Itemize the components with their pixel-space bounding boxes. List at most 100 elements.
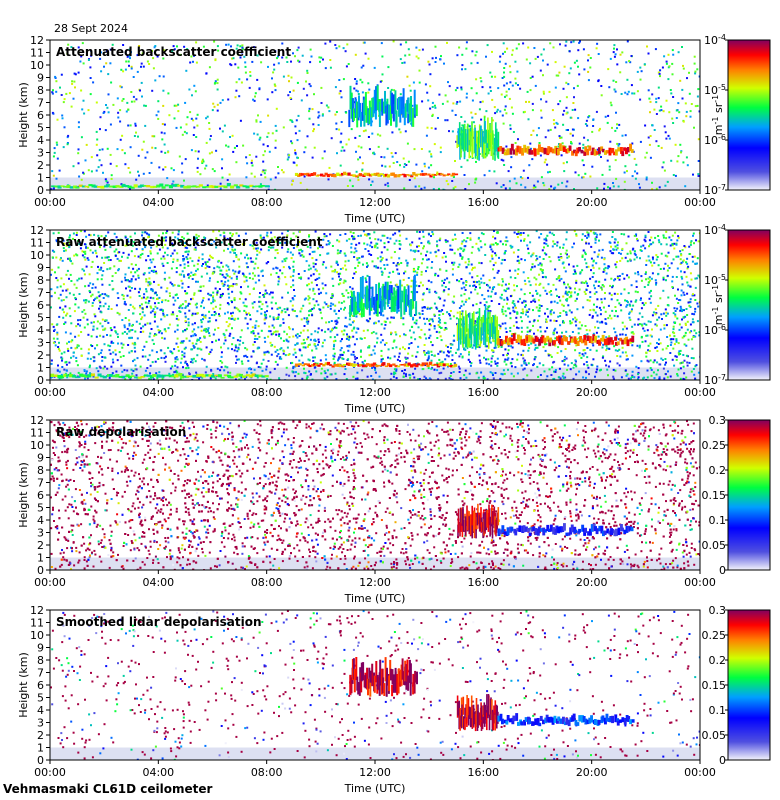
noise-pixel: [103, 65, 105, 68]
noise-pixel: [312, 298, 315, 301]
noise-pixel: [478, 354, 481, 357]
noise-pixel: [95, 143, 98, 146]
cloud-feature-cell: [474, 127, 476, 153]
noise-pixel: [532, 309, 534, 312]
noise-pixel: [698, 334, 700, 337]
noise-pixel: [218, 230, 221, 233]
noise-pixel: [612, 185, 615, 188]
noise-pixel: [380, 358, 383, 361]
noise-pixel: [59, 293, 62, 296]
noise-pixel: [589, 230, 592, 233]
noise-pixel: [430, 155, 433, 158]
noise-pixel: [472, 284, 474, 287]
noise-pixel: [197, 280, 199, 283]
noise-pixel: [356, 327, 359, 330]
noise-pixel: [399, 335, 401, 338]
noise-pixel: [624, 165, 627, 168]
noise-pixel: [389, 281, 392, 284]
noise-pixel: [682, 120, 685, 123]
noise-pixel: [195, 233, 198, 236]
noise-pixel: [56, 323, 59, 326]
noise-pixel: [680, 294, 683, 297]
noise-pixel: [129, 377, 132, 380]
noise-pixel: [646, 45, 648, 48]
noise-pixel: [209, 351, 212, 354]
noise-pixel: [334, 44, 337, 46]
noise-pixel: [52, 155, 55, 158]
noise-pixel: [499, 336, 501, 338]
noise-pixel: [572, 40, 575, 43]
noise-pixel: [664, 254, 667, 257]
noise-pixel: [479, 77, 482, 79]
noise-pixel: [495, 182, 498, 185]
noise-pixel: [617, 276, 620, 279]
noise-pixel: [227, 43, 230, 46]
noise-pixel: [252, 241, 255, 244]
noise-pixel: [134, 271, 137, 274]
noise-pixel: [326, 252, 329, 255]
noise-pixel: [258, 138, 261, 141]
noise-pixel: [439, 58, 441, 61]
noise-pixel: [680, 326, 683, 329]
noise-pixel: [216, 103, 219, 106]
noise-pixel: [366, 264, 369, 267]
noise-pixel: [608, 168, 611, 171]
noise-pixel: [60, 277, 63, 280]
noise-pixel: [498, 60, 501, 63]
noise-pixel: [430, 359, 433, 362]
noise-pixel: [569, 291, 572, 294]
noise-pixel: [438, 358, 441, 361]
noise-pixel: [127, 60, 130, 63]
noise-pixel: [463, 239, 466, 242]
noise-pixel: [418, 231, 421, 233]
cloud-feature-cell: [491, 130, 494, 143]
noise-pixel: [99, 322, 102, 325]
cloud-feature-cell: [127, 185, 132, 189]
noise-pixel: [376, 246, 379, 249]
noise-pixel: [679, 305, 682, 308]
noise-pixel: [297, 273, 300, 275]
noise-pixel: [552, 234, 555, 236]
noise-pixel: [256, 253, 259, 256]
noise-pixel: [216, 109, 219, 112]
noise-pixel: [667, 251, 670, 254]
noise-pixel: [260, 61, 263, 64]
cloud-feature-cell: [440, 173, 444, 175]
noise-pixel: [665, 99, 668, 102]
noise-pixel: [353, 87, 356, 90]
noise-pixel: [629, 304, 632, 307]
noise-pixel: [60, 94, 63, 96]
noise-pixel: [459, 353, 462, 356]
noise-pixel: [254, 281, 257, 284]
noise-pixel: [315, 284, 318, 287]
noise-pixel: [287, 74, 290, 77]
noise-pixel: [544, 136, 547, 139]
cloud-feature-cell: [310, 173, 314, 176]
noise-pixel: [405, 164, 408, 166]
noise-pixel: [468, 353, 470, 356]
noise-pixel: [269, 378, 272, 380]
noise-pixel: [107, 93, 110, 96]
noise-pixel: [621, 321, 624, 324]
noise-pixel: [141, 52, 144, 55]
noise-pixel: [75, 231, 78, 234]
noise-pixel: [377, 145, 380, 148]
noise-pixel: [275, 333, 278, 336]
noise-pixel: [455, 102, 458, 105]
noise-pixel: [617, 144, 620, 147]
noise-pixel: [368, 88, 371, 91]
noise-pixel: [296, 81, 299, 84]
noise-pixel: [212, 373, 215, 375]
cloud-feature-cell: [495, 128, 498, 142]
noise-pixel: [67, 134, 70, 137]
noise-pixel: [227, 292, 230, 295]
noise-pixel: [225, 321, 228, 323]
noise-pixel: [135, 178, 138, 181]
noise-pixel: [371, 378, 374, 380]
noise-pixel: [432, 233, 435, 236]
noise-pixel: [125, 60, 128, 63]
noise-pixel: [163, 132, 166, 135]
noise-pixel: [89, 357, 92, 360]
cloud-feature-cell: [600, 146, 604, 151]
noise-pixel: [173, 117, 176, 120]
